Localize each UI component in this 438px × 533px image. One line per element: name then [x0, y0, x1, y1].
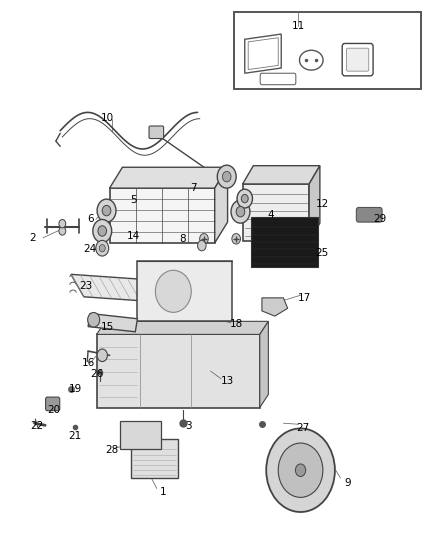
- Text: 17: 17: [298, 293, 311, 303]
- Circle shape: [200, 233, 208, 244]
- Text: 16: 16: [81, 358, 95, 368]
- Polygon shape: [243, 166, 320, 184]
- Circle shape: [97, 199, 116, 222]
- Bar: [97, 334, 260, 408]
- Circle shape: [88, 312, 100, 327]
- Text: 19: 19: [69, 384, 82, 394]
- Text: 2: 2: [29, 233, 35, 243]
- Bar: [120, 421, 161, 449]
- Ellipse shape: [155, 270, 191, 312]
- Circle shape: [231, 200, 250, 223]
- Bar: [138, 261, 232, 321]
- Circle shape: [59, 220, 66, 228]
- Circle shape: [59, 227, 66, 235]
- FancyBboxPatch shape: [46, 397, 60, 410]
- Circle shape: [241, 195, 248, 203]
- Polygon shape: [245, 34, 281, 73]
- Polygon shape: [97, 321, 268, 334]
- Circle shape: [99, 245, 105, 252]
- Text: 6: 6: [87, 214, 94, 224]
- Text: 11: 11: [292, 21, 305, 31]
- Circle shape: [97, 349, 107, 361]
- Circle shape: [266, 429, 335, 512]
- Polygon shape: [215, 167, 228, 243]
- Text: 18: 18: [230, 319, 243, 329]
- Circle shape: [278, 443, 323, 497]
- Circle shape: [232, 233, 240, 244]
- Polygon shape: [260, 321, 268, 408]
- Text: 10: 10: [101, 112, 114, 123]
- Bar: [110, 188, 215, 243]
- Text: 20: 20: [47, 405, 60, 415]
- Text: 15: 15: [101, 321, 114, 332]
- Circle shape: [96, 240, 109, 256]
- Text: 23: 23: [79, 281, 92, 292]
- Circle shape: [236, 206, 245, 217]
- Text: 12: 12: [315, 199, 328, 209]
- Polygon shape: [309, 166, 320, 241]
- Text: 1: 1: [160, 487, 166, 497]
- Text: 27: 27: [296, 423, 309, 433]
- Ellipse shape: [300, 50, 323, 70]
- Circle shape: [93, 220, 112, 243]
- FancyBboxPatch shape: [346, 48, 369, 71]
- Text: 28: 28: [105, 446, 118, 455]
- Text: 24: 24: [84, 244, 97, 254]
- Circle shape: [295, 464, 306, 477]
- Polygon shape: [262, 298, 288, 316]
- Text: 7: 7: [190, 183, 197, 193]
- FancyBboxPatch shape: [342, 44, 373, 76]
- Polygon shape: [88, 313, 138, 332]
- Polygon shape: [71, 274, 159, 302]
- Text: 13: 13: [221, 376, 234, 386]
- FancyBboxPatch shape: [260, 73, 296, 85]
- Text: 5: 5: [130, 195, 137, 205]
- Text: 14: 14: [127, 231, 140, 241]
- Bar: [234, 12, 421, 89]
- Circle shape: [102, 205, 111, 216]
- Text: 3: 3: [186, 421, 192, 431]
- Circle shape: [223, 172, 231, 182]
- Bar: [243, 184, 309, 241]
- Circle shape: [98, 226, 106, 236]
- Text: 25: 25: [315, 248, 328, 259]
- Polygon shape: [110, 167, 228, 188]
- Text: 4: 4: [267, 211, 274, 220]
- Text: 8: 8: [179, 235, 186, 244]
- Text: 21: 21: [69, 431, 82, 441]
- Circle shape: [237, 189, 252, 208]
- Text: 22: 22: [30, 421, 43, 431]
- Bar: [251, 217, 318, 266]
- Circle shape: [217, 165, 236, 188]
- Bar: [131, 439, 178, 478]
- Polygon shape: [248, 38, 278, 70]
- Text: 9: 9: [344, 478, 351, 488]
- Circle shape: [198, 240, 206, 251]
- FancyBboxPatch shape: [149, 126, 164, 139]
- FancyBboxPatch shape: [357, 207, 382, 222]
- Text: 26: 26: [90, 369, 103, 378]
- Text: 29: 29: [373, 214, 387, 224]
